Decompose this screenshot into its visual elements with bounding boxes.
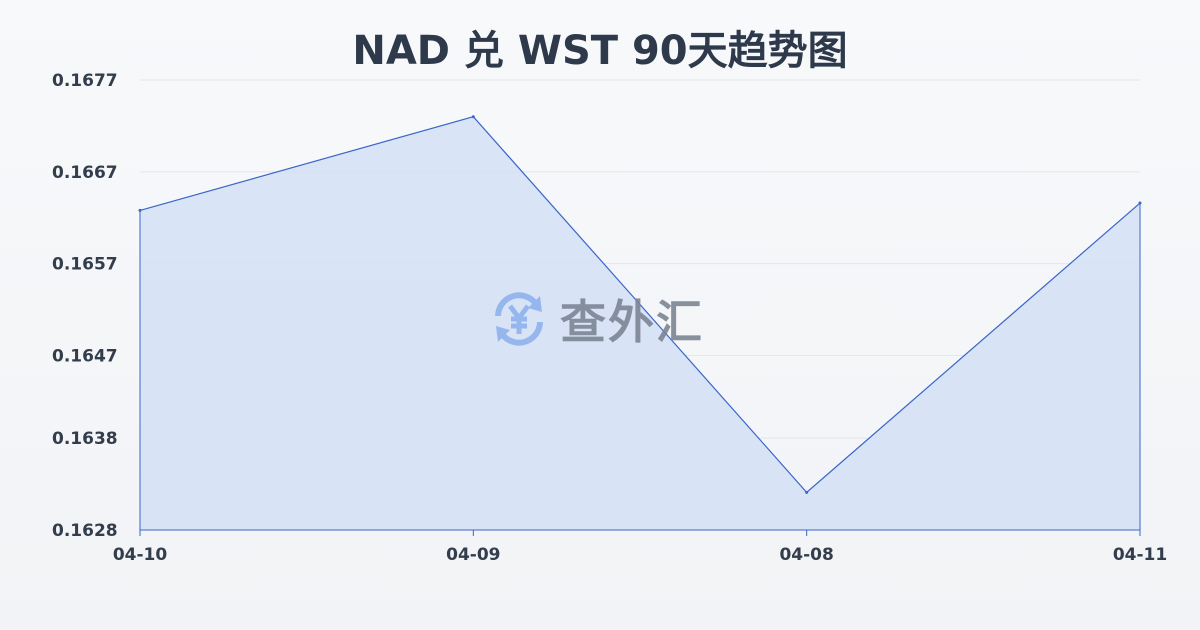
data-point bbox=[805, 490, 809, 494]
watermark-text: 查外汇 bbox=[560, 295, 704, 349]
area-fill bbox=[140, 116, 1140, 531]
data-point bbox=[138, 208, 142, 212]
data-point bbox=[1138, 201, 1142, 205]
y-tick-label: 0.1628 bbox=[52, 521, 118, 541]
y-tick-label: 0.1638 bbox=[52, 429, 118, 449]
yen-exchange-icon bbox=[495, 292, 543, 346]
y-tick-label: 0.1647 bbox=[52, 347, 118, 367]
y-tick-label: 0.1677 bbox=[52, 71, 118, 91]
x-tick-label: 04-11 bbox=[1113, 545, 1167, 565]
y-tick-label: 0.1657 bbox=[52, 255, 118, 275]
x-tick-label: 04-10 bbox=[113, 545, 168, 565]
watermark: 查外汇 bbox=[488, 286, 704, 352]
y-tick-label: 0.1667 bbox=[52, 163, 118, 183]
x-tick-label: 04-08 bbox=[779, 545, 833, 565]
x-tick-label: 04-09 bbox=[446, 545, 500, 565]
chart-title: NAD 兑 WST 90天趋势图 bbox=[352, 28, 848, 74]
series-line bbox=[139, 116, 1141, 494]
data-point bbox=[471, 115, 475, 119]
